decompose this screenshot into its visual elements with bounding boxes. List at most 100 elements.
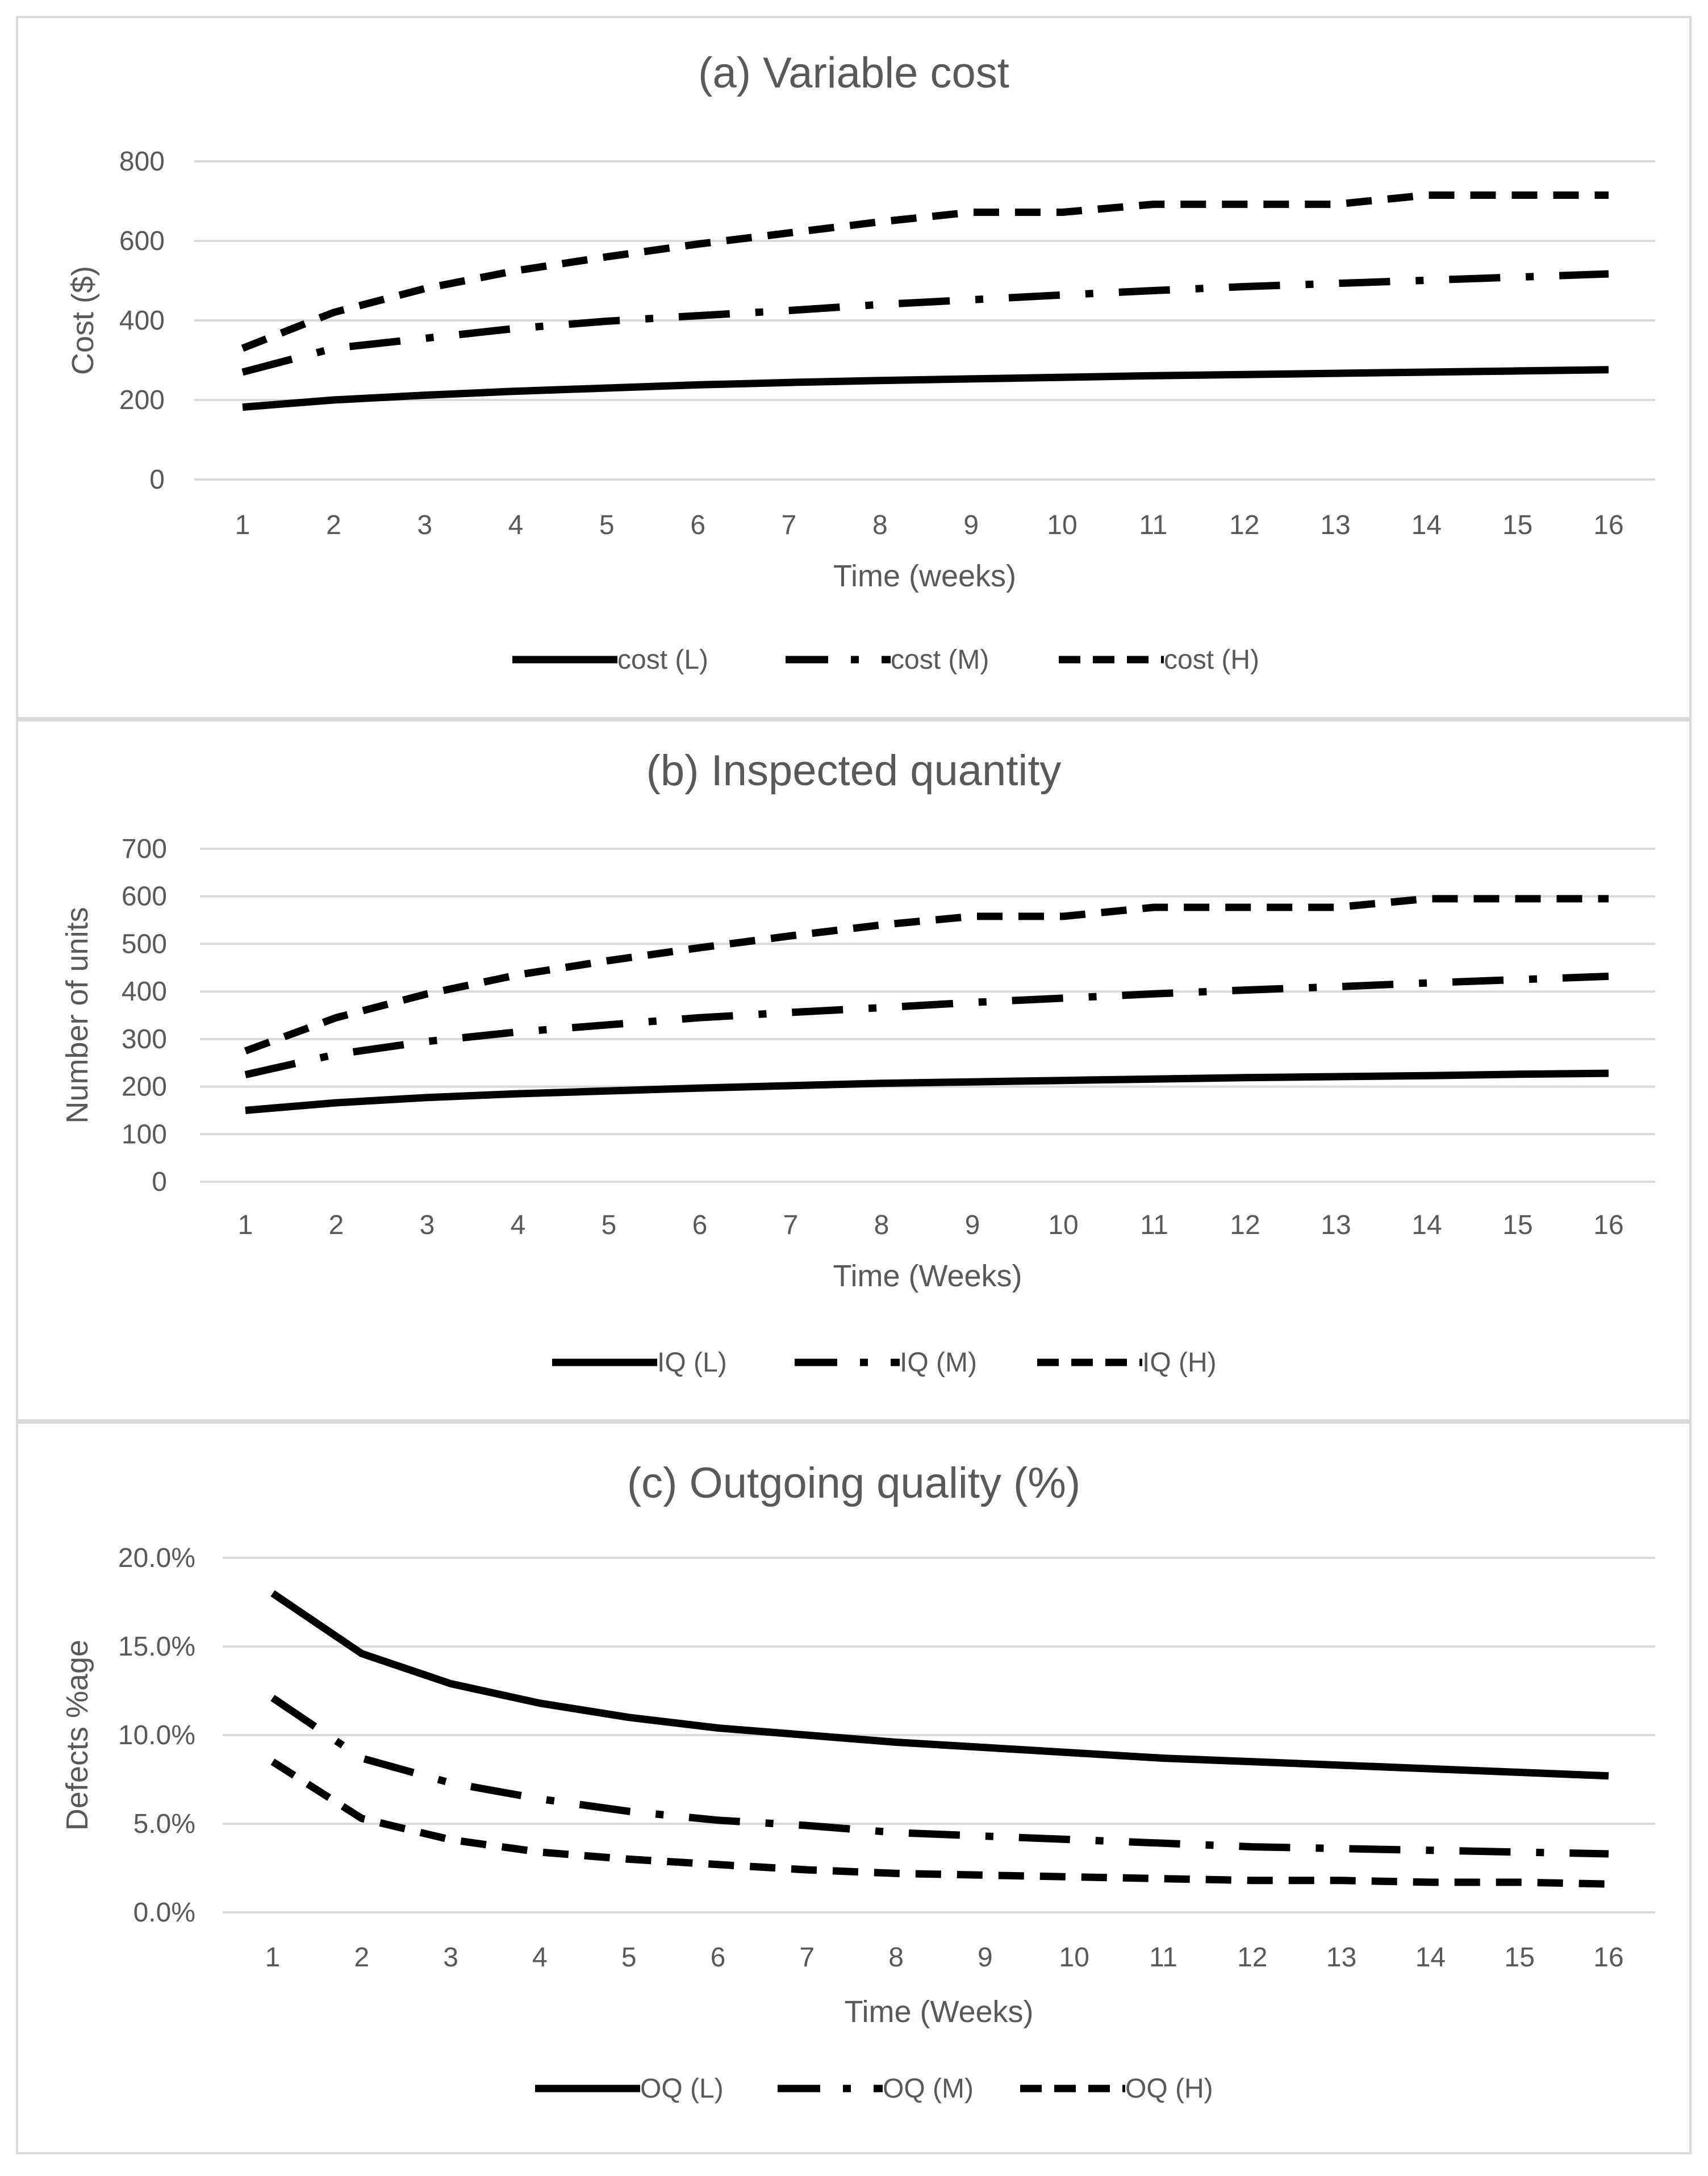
data-point bbox=[517, 1031, 519, 1033]
x-tick-label: 2 bbox=[326, 510, 341, 540]
x-tick-label: 9 bbox=[965, 1210, 980, 1240]
x-tick-label: 1 bbox=[238, 1210, 253, 1240]
legend-label: IQ (H) bbox=[1142, 1348, 1217, 1378]
outgoing-quality-chart: (c) Outgoing quality (%) 0.0% 5.0% 10.0% 15.… bbox=[60, 1459, 1655, 2104]
x-tick-label: 15 bbox=[1502, 510, 1532, 540]
data-point bbox=[424, 337, 426, 340]
data-point bbox=[1073, 1876, 1075, 1878]
data-point bbox=[984, 1874, 986, 1876]
series-line-dashed bbox=[244, 895, 1609, 1054]
chart-panel-outgoing-quality: (c) Outgoing quality (%) 0.0% 5.0% 10.0% 15.… bbox=[16, 1422, 1692, 2154]
x-tick-label: 13 bbox=[1321, 1210, 1351, 1240]
x-tick-label: 15 bbox=[1502, 1210, 1532, 1240]
x-tick-label: 3 bbox=[443, 1942, 458, 1973]
x-tick-label: 5 bbox=[599, 510, 615, 540]
x-tick-label: 3 bbox=[417, 510, 432, 540]
data-point bbox=[1517, 978, 1519, 981]
data-point bbox=[1518, 1851, 1521, 1853]
y-axis-title: Number of units bbox=[60, 907, 94, 1123]
y-tick-label: 600 bbox=[122, 882, 167, 912]
x-tick-label: 8 bbox=[874, 1210, 890, 1240]
legend-label: cost (L) bbox=[617, 645, 708, 675]
x-tick-label: 6 bbox=[711, 1942, 726, 1973]
chart-title: (a) Variable cost bbox=[698, 49, 1009, 97]
data-point bbox=[335, 1053, 337, 1056]
x-tick-label: 12 bbox=[1229, 510, 1259, 540]
series-line-dashed bbox=[241, 191, 1609, 352]
data-point bbox=[790, 1011, 792, 1014]
x-tick-label: 9 bbox=[978, 1942, 993, 1973]
data-point bbox=[538, 1798, 541, 1800]
x-tick-label: 15 bbox=[1505, 1942, 1535, 1973]
x-tick-label: 13 bbox=[1326, 1942, 1356, 1973]
data-point bbox=[879, 220, 881, 223]
data-point bbox=[332, 347, 335, 349]
y-tick-label: 0.0% bbox=[133, 1898, 195, 1928]
chart-title: (b) Inspected quantity bbox=[646, 747, 1062, 795]
x-tick-label: 11 bbox=[1149, 1942, 1177, 1973]
x-tick-label: 5 bbox=[621, 1942, 637, 1973]
legend-label: IQ (L) bbox=[657, 1348, 727, 1378]
y-tick-label: 5.0% bbox=[133, 1809, 195, 1839]
x-tick-label: 1 bbox=[235, 510, 250, 540]
data-point bbox=[1607, 1883, 1610, 1885]
series-line-dashdot bbox=[241, 270, 1609, 376]
x-tick-label: 1 bbox=[265, 1942, 281, 1973]
x-tick-label: 14 bbox=[1411, 1210, 1442, 1240]
data-point bbox=[1425, 279, 1427, 281]
x-tick-label: 14 bbox=[1415, 1942, 1446, 1973]
legend-label: OQ (H) bbox=[1125, 2074, 1213, 2104]
data-point bbox=[361, 1757, 363, 1760]
series-line-dashdot bbox=[244, 972, 1609, 1078]
y-axis-title: Cost ($) bbox=[66, 266, 100, 375]
chart-panel-inspected-quantity: (b) Inspected quantity 0 100 200 300 400 500 60… bbox=[16, 719, 1692, 1422]
data-point bbox=[1425, 194, 1427, 197]
y-tick-label: 600 bbox=[119, 226, 165, 256]
data-point bbox=[1073, 1839, 1075, 1841]
data-point bbox=[1517, 276, 1519, 278]
x-tick-label: 11 bbox=[1140, 1210, 1168, 1240]
data-point bbox=[515, 327, 517, 330]
legend-label: cost (H) bbox=[1164, 645, 1259, 675]
x-tick-label: 9 bbox=[963, 510, 979, 540]
chart-title: (c) Outgoing quality (%) bbox=[627, 1459, 1080, 1507]
x-tick-label: 13 bbox=[1320, 510, 1350, 540]
data-point bbox=[1335, 906, 1337, 908]
x-tick-label: 4 bbox=[532, 1942, 548, 1973]
x-tick-label: 8 bbox=[888, 1942, 904, 1973]
y-tick-label: 200 bbox=[122, 1072, 167, 1102]
x-tick-label: 10 bbox=[1059, 1942, 1089, 1973]
y-tick-label: 20.0% bbox=[118, 1543, 195, 1573]
x-tick-label: 2 bbox=[329, 1210, 344, 1240]
legend-label: IQ (M) bbox=[900, 1348, 977, 1378]
data-point bbox=[880, 924, 883, 926]
y-tick-label: 500 bbox=[122, 929, 167, 959]
series-line-solid bbox=[245, 1069, 1609, 1114]
y-tick-label: 10.0% bbox=[118, 1720, 195, 1750]
y-tick-label: 200 bbox=[119, 385, 165, 415]
inspected-quantity-chart: (b) Inspected quantity 0 100 200 300 400 500 60… bbox=[60, 747, 1655, 1378]
y-tick-label: 100 bbox=[122, 1119, 167, 1149]
data-point bbox=[450, 1839, 452, 1841]
x-tick-label: 4 bbox=[511, 1210, 526, 1240]
y-tick-label: 400 bbox=[122, 977, 167, 1007]
data-point bbox=[1061, 294, 1063, 296]
data-point bbox=[1162, 1878, 1164, 1880]
x-tick-label: 10 bbox=[1047, 510, 1077, 540]
x-tick-label: 11 bbox=[1139, 510, 1167, 540]
x-tick-label: 7 bbox=[782, 510, 797, 540]
y-tick-label: 0 bbox=[149, 465, 165, 495]
x-tick-label: 10 bbox=[1048, 1210, 1078, 1240]
y-axis-title: Defects %age bbox=[60, 1640, 94, 1831]
data-point bbox=[879, 303, 881, 306]
data-point bbox=[971, 915, 974, 918]
data-point bbox=[895, 1832, 897, 1834]
data-point bbox=[426, 1040, 428, 1043]
y-tick-label: 15.0% bbox=[118, 1632, 195, 1662]
x-tick-label: 16 bbox=[1593, 1210, 1623, 1240]
data-point bbox=[880, 1007, 883, 1009]
data-point bbox=[450, 1782, 452, 1784]
x-tick-label: 4 bbox=[508, 510, 524, 540]
legend-label: OQ (L) bbox=[640, 2074, 724, 2104]
